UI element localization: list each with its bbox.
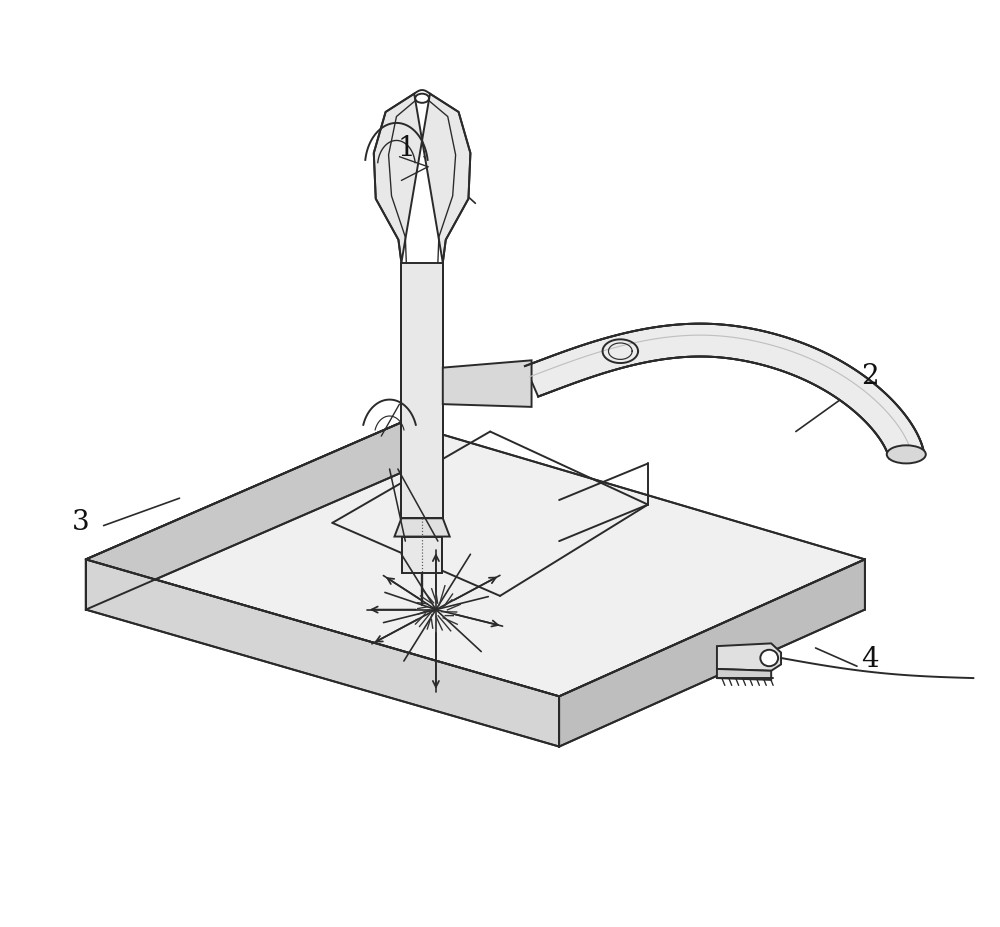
Polygon shape [374,94,470,262]
Text: 1: 1 [397,135,415,162]
Polygon shape [559,559,865,746]
Polygon shape [717,643,781,671]
Polygon shape [86,559,559,746]
Polygon shape [402,537,442,573]
Text: 3: 3 [72,509,90,537]
Polygon shape [86,423,865,696]
Text: 2: 2 [861,363,879,390]
Polygon shape [401,262,443,518]
Text: 4: 4 [861,646,879,673]
Polygon shape [717,669,771,679]
Polygon shape [86,423,401,610]
Polygon shape [525,324,924,458]
Polygon shape [394,518,450,537]
Circle shape [760,650,778,667]
Ellipse shape [415,94,429,103]
Polygon shape [443,361,532,407]
Ellipse shape [887,445,926,464]
